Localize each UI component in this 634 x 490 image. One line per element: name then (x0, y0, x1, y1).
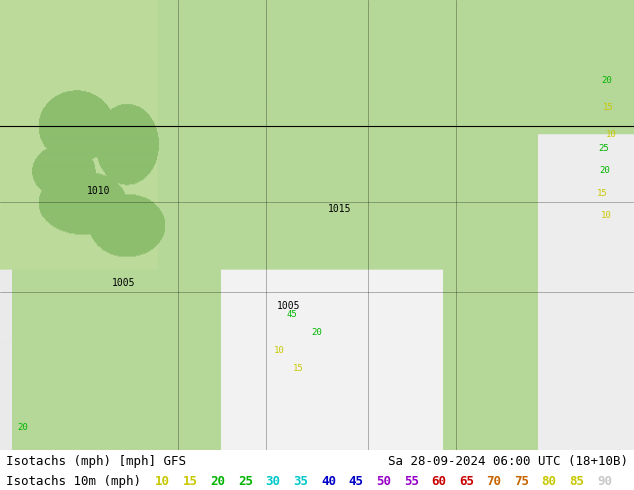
Text: Sa 28-09-2024 06:00 UTC (18+10B): Sa 28-09-2024 06:00 UTC (18+10B) (387, 455, 628, 467)
Text: 15: 15 (597, 189, 607, 198)
Text: 20: 20 (17, 423, 27, 432)
Text: 10: 10 (601, 211, 612, 220)
Text: 50: 50 (376, 475, 391, 488)
Text: 40: 40 (321, 475, 336, 488)
Text: 35: 35 (294, 475, 308, 488)
Text: 10: 10 (274, 346, 284, 355)
Text: 75: 75 (514, 475, 529, 488)
Text: 55: 55 (404, 475, 418, 488)
Text: 15: 15 (293, 365, 303, 373)
Text: 20: 20 (210, 475, 226, 488)
Text: 1010: 1010 (86, 186, 110, 196)
Text: 10: 10 (605, 130, 616, 140)
Text: 90: 90 (597, 475, 612, 488)
Text: 85: 85 (569, 475, 585, 488)
Text: 10: 10 (155, 475, 171, 488)
Text: 1005: 1005 (276, 301, 301, 311)
Text: Isotachs 10m (mph): Isotachs 10m (mph) (6, 475, 141, 488)
Text: 45: 45 (349, 475, 363, 488)
Text: 20: 20 (312, 328, 322, 338)
Text: Isotachs (mph) [mph] GFS: Isotachs (mph) [mph] GFS (6, 455, 186, 467)
Text: 30: 30 (266, 475, 281, 488)
Text: 20: 20 (599, 167, 610, 175)
Text: 20: 20 (601, 76, 612, 85)
Text: 65: 65 (459, 475, 474, 488)
Text: 25: 25 (598, 144, 609, 153)
Text: 15: 15 (603, 103, 614, 113)
Text: 1015: 1015 (327, 204, 351, 214)
Text: 1005: 1005 (112, 278, 136, 289)
Text: 80: 80 (541, 475, 557, 488)
Text: 25: 25 (238, 475, 253, 488)
Text: 15: 15 (183, 475, 198, 488)
Text: 70: 70 (486, 475, 501, 488)
Text: 60: 60 (431, 475, 446, 488)
Text: 45: 45 (287, 310, 297, 319)
